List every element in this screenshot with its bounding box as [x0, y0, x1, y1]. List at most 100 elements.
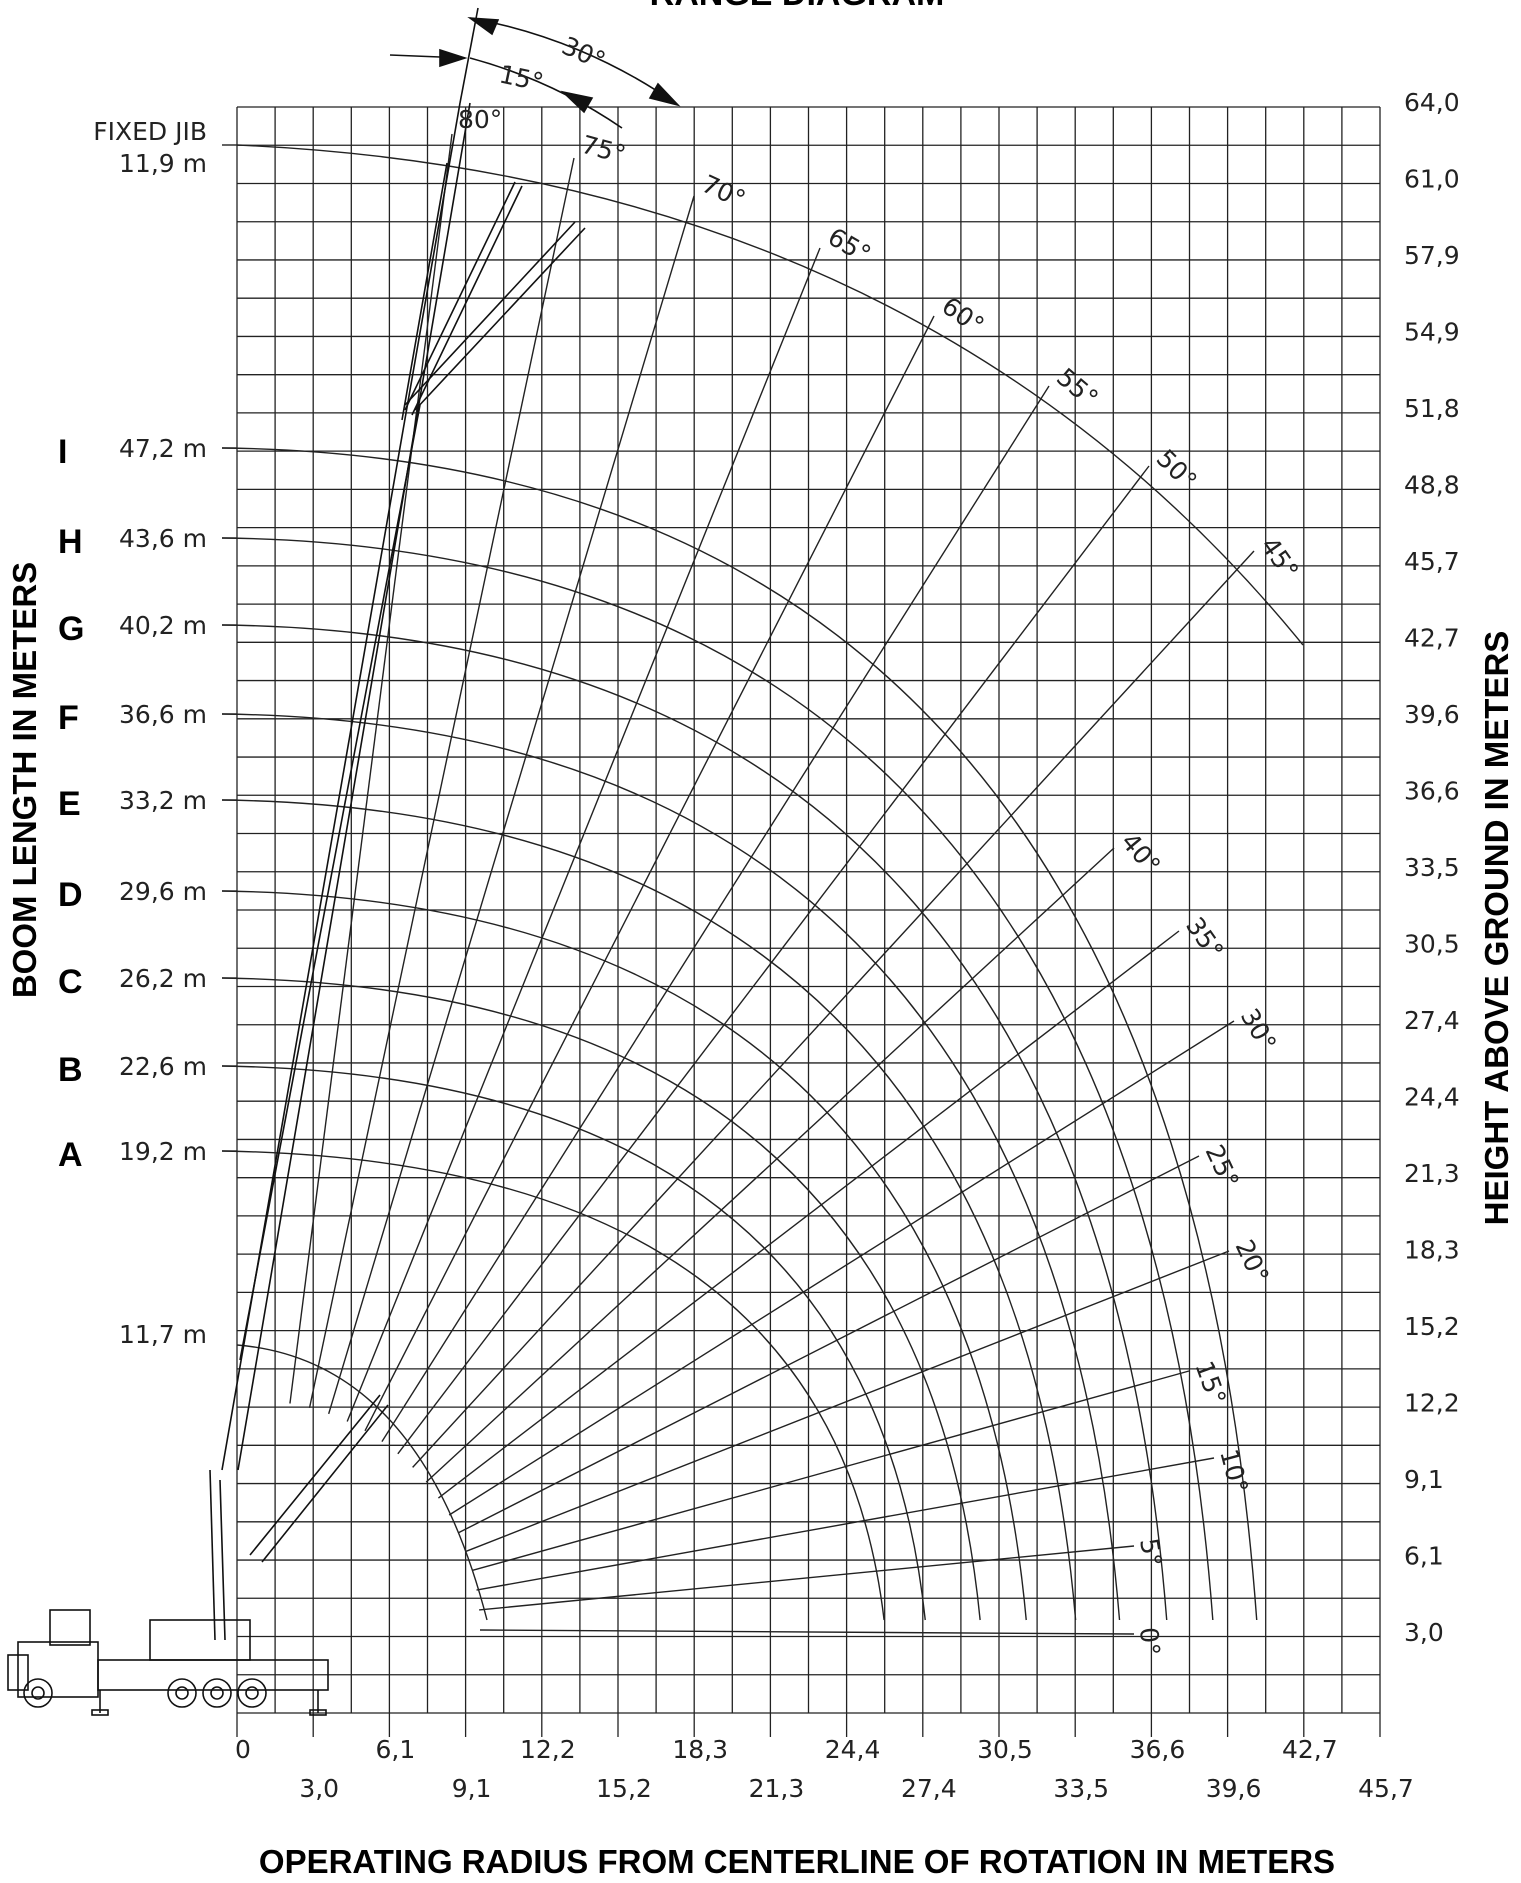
x-tick-label-upper: 42,7 — [1282, 1735, 1338, 1764]
boom-section-length: 43,6 m — [119, 524, 207, 553]
y-tick-label: 42,7 — [1404, 624, 1460, 653]
angle-line-65 — [346, 247, 821, 1422]
angle-line-40 — [425, 847, 1115, 1483]
wheel-front-hub — [31, 1686, 45, 1700]
crane-truck — [7, 1469, 329, 1716]
y-tick-labels: 3,0 6,1 9,1 12,2 15,2 18,3 21,3 24,4 27,4 30,5 33,… — [1404, 88, 1460, 1647]
angle-line-60 — [364, 315, 935, 1432]
crane-boom — [221, 102, 586, 1563]
angle-label: 30° — [1235, 1004, 1282, 1057]
boom-angle-lines — [289, 133, 1255, 1635]
boom-section-length: 29,6 m — [119, 877, 207, 906]
outrigger-pad-front — [91, 1709, 109, 1716]
lift-cylinder — [209, 1469, 216, 1641]
angle-line-75 — [308, 157, 575, 1408]
jib-0 — [401, 162, 448, 421]
x-tick-label-lower: 33,5 — [1053, 1774, 1109, 1803]
fixed-jib-arc — [236, 144, 1304, 646]
y-tick-label: 36,6 — [1404, 777, 1460, 806]
x-tick-label-upper: 24,4 — [825, 1735, 881, 1764]
boom-length-arc — [221, 624, 1168, 1621]
angle-line-55 — [381, 385, 1050, 1442]
wheel-rear-2-hub — [210, 1686, 224, 1700]
angle-label: 10° — [1214, 1446, 1253, 1496]
y-right-axis-title: HEIGHT ABOVE GROUND IN METERS — [1478, 631, 1515, 1226]
y-tick-label: 45,7 — [1404, 547, 1460, 576]
wheel-rear-1 — [167, 1678, 197, 1708]
boom-section-length: 47,2 m — [119, 434, 207, 463]
boom-length-arc — [221, 1150, 885, 1621]
y-tick-label: 57,9 — [1404, 241, 1460, 270]
boom-section-letter: D — [58, 876, 83, 914]
y-left-axis-title: BOOM LENGTH IN METERS — [6, 562, 43, 998]
angle-label: 80° — [458, 105, 502, 134]
boom-inner-line — [239, 404, 421, 1361]
wheel-rear-2 — [202, 1678, 232, 1708]
x-tick-label-lower: 45,7 — [1358, 1774, 1414, 1803]
boom-section-letter: C — [58, 963, 83, 1001]
boom-length-arc — [221, 713, 1121, 1621]
truck-cab — [17, 1641, 99, 1698]
angle-line-25 — [458, 1155, 1200, 1534]
boom-retracted — [249, 1394, 381, 1556]
truck-hood — [7, 1654, 29, 1691]
boom-length-arcs — [221, 144, 1304, 1621]
x-tick-label-upper: 18,3 — [672, 1735, 728, 1764]
base-boom-label: 11,7 m — [119, 1320, 207, 1349]
x-tick-label-lower: 3,0 — [299, 1774, 339, 1803]
arrow-head-3 — [648, 82, 681, 107]
jib-15 — [404, 181, 516, 411]
angle-labels: 80°75°70°65°60°55°50°45°40°35°30°25°20°1… — [458, 105, 1304, 1657]
y-tick-label: 64,0 — [1404, 88, 1460, 117]
truck-cab-window — [49, 1609, 91, 1646]
x-tick-label-lower: 21,3 — [749, 1774, 805, 1803]
x-axis-title: OPERATING RADIUS FROM CENTERLINE OF ROTA… — [259, 1843, 1335, 1880]
y-tick-label: 24,4 — [1404, 1083, 1460, 1112]
boom-length-arc — [221, 890, 1027, 1621]
jib-30-b — [414, 227, 586, 411]
angle-line-45 — [412, 550, 1255, 1468]
boom-section-length: 19,2 m — [119, 1137, 207, 1166]
wheel-rear-1-hub — [175, 1686, 189, 1700]
angle-label: 55° — [1051, 362, 1104, 413]
arrow-head-2 — [467, 17, 500, 36]
y-tick-label: 30,5 — [1404, 930, 1460, 959]
outrigger-pad-rear — [309, 1709, 327, 1716]
boom-section-letter: B — [58, 1051, 83, 1089]
boom-section-letter: F — [58, 699, 79, 737]
x-tick-label-upper: 30,5 — [977, 1735, 1033, 1764]
y-tick-label: 39,6 — [1404, 700, 1460, 729]
diagram-title: RANGE DIAGRAM — [650, 0, 945, 13]
y-tick-label: 21,3 — [1404, 1159, 1460, 1188]
angle-label: 70° — [697, 169, 749, 214]
jib-label: FIXED JIB — [93, 117, 207, 146]
jib-offset-30-label: 30° — [558, 31, 610, 76]
boom-length-arc — [221, 447, 1258, 1621]
x-tick-label-upper: 36,6 — [1130, 1735, 1186, 1764]
angle-label: 0° — [1134, 1626, 1165, 1657]
boom-section-labels: A 19,2 m B 22,6 m C 26,2 m D 29,6 m E 33,2 m F 36,6… — [58, 433, 207, 1174]
jib-offset-arrows — [389, 7, 681, 129]
angle-line-70 — [327, 195, 695, 1415]
angle-line-15 — [471, 1370, 1190, 1572]
y-tick-label: 27,4 — [1404, 1006, 1460, 1035]
y-tick-label: 33,5 — [1404, 853, 1460, 882]
jib-30 — [404, 221, 576, 406]
wheel-front — [23, 1678, 53, 1708]
boom-section-length: 33,2 m — [119, 786, 207, 815]
boom-length-arc — [221, 537, 1214, 1621]
x-tick-label-upper: 6,1 — [376, 1735, 416, 1764]
y-tick-label: 12,2 — [1404, 1389, 1460, 1418]
y-tick-label: 54,9 — [1404, 318, 1460, 347]
boom-length-arc — [221, 977, 981, 1621]
jib-length-label: 11,9 m — [119, 149, 207, 178]
x-tick-label-lower: 27,4 — [901, 1774, 957, 1803]
lift-cylinder-b — [219, 1479, 226, 1641]
boom-length-arc — [221, 1065, 926, 1621]
boom-section-letter: A — [58, 1136, 83, 1174]
angle-line-50 — [397, 465, 1150, 1455]
base-boom-arc — [236, 1344, 488, 1621]
jib-15-b — [411, 185, 523, 416]
angle-line-5 — [479, 1545, 1135, 1611]
angle-label: 20° — [1230, 1235, 1275, 1287]
